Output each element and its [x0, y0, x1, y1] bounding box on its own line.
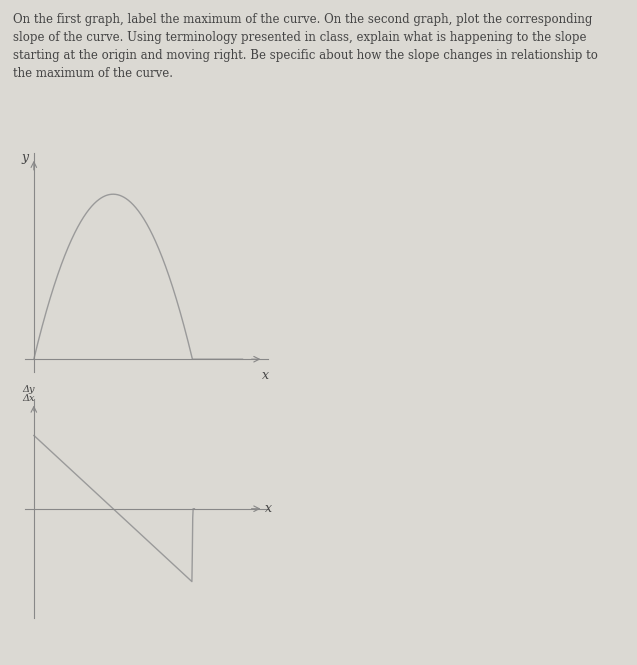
- Text: y: y: [22, 152, 29, 164]
- Text: On the first graph, label the maximum of the curve. On the second graph, plot th: On the first graph, label the maximum of…: [13, 13, 598, 80]
- Text: x: x: [266, 502, 273, 515]
- Text: Δy
Δx: Δy Δx: [22, 385, 35, 403]
- Text: x: x: [262, 369, 269, 382]
